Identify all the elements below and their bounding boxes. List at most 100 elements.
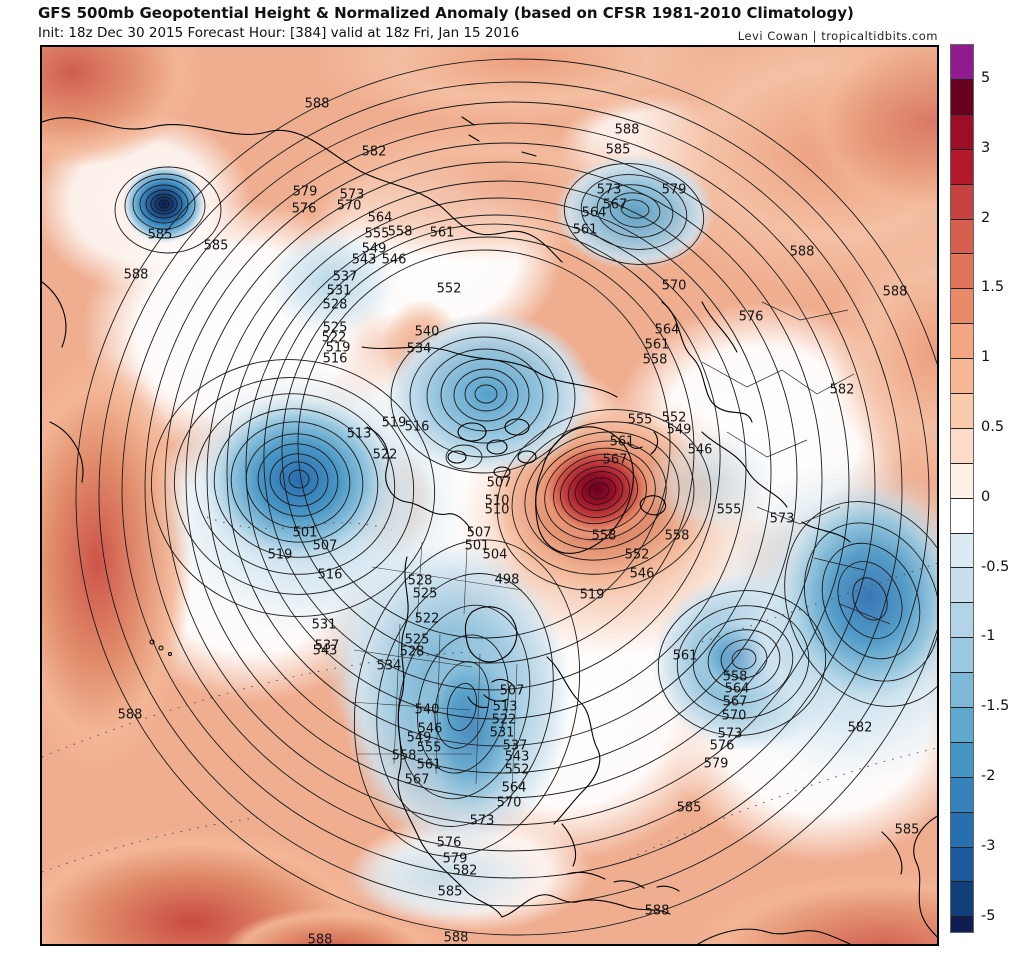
contour-label: 588 bbox=[614, 122, 640, 138]
contour-label: 567 bbox=[722, 694, 748, 710]
colorbar-segment bbox=[951, 358, 973, 394]
contour-label: 585 bbox=[894, 822, 920, 838]
coastlines-layer bbox=[42, 116, 937, 944]
contour-labels-layer: 588 582 588 585 579 573 567 564 561 588 588 570 576 5… bbox=[42, 47, 937, 946]
contour-label: 513 bbox=[346, 426, 372, 442]
contour-label: 576 bbox=[738, 309, 764, 325]
colorbar-segment bbox=[951, 45, 973, 79]
contour-label: 555 bbox=[716, 502, 742, 518]
page-title: GFS 500mb Geopotential Height & Normaliz… bbox=[38, 4, 854, 22]
contour-label: 519 bbox=[325, 340, 351, 356]
contour-label: 546 bbox=[417, 721, 443, 737]
contour-label: 522 bbox=[491, 712, 517, 728]
contour-label: 531 bbox=[326, 283, 352, 299]
contour-label: 519 bbox=[579, 587, 605, 603]
anomaly-shading-layer bbox=[42, 47, 937, 944]
contour-label: 546 bbox=[381, 252, 407, 268]
colorbar-segment bbox=[951, 811, 973, 847]
forecast-info: Init: 18z Dec 30 2015 Forecast Hour: [38… bbox=[38, 25, 520, 41]
contour-label: 531 bbox=[489, 725, 515, 741]
contour-label: 585 bbox=[203, 238, 229, 254]
contour-label: 585 bbox=[437, 884, 463, 900]
contour-label: 507 bbox=[312, 538, 338, 554]
colorbar-segment bbox=[951, 183, 973, 219]
contour-label: 585 bbox=[147, 227, 173, 243]
contour-label: 588 bbox=[117, 707, 143, 723]
contour-label: 576 bbox=[709, 738, 735, 754]
contour-label: 570 bbox=[496, 795, 522, 811]
colorbar-segment bbox=[951, 532, 973, 568]
colorbar-tick: -1.5 bbox=[981, 698, 1010, 715]
colorbar-segment bbox=[951, 79, 973, 114]
colorbar-segment bbox=[951, 672, 973, 708]
contour-label: 588 bbox=[644, 903, 670, 919]
contour-label: 552 bbox=[504, 762, 530, 778]
contour-label: 561 bbox=[429, 225, 455, 241]
contour-label: 555 bbox=[416, 740, 442, 756]
map-graphics bbox=[42, 47, 937, 944]
contour-label: 525 bbox=[412, 586, 438, 602]
contour-label: 585 bbox=[605, 142, 631, 158]
contour-label: 558 bbox=[642, 352, 668, 368]
colorbar-tick: 5 bbox=[981, 70, 991, 86]
contour-label: 558 bbox=[387, 224, 413, 240]
contour-label: 525 bbox=[404, 632, 430, 648]
contour-label: 570 bbox=[721, 708, 747, 724]
colorbar-segment bbox=[951, 218, 973, 254]
contour-label: 570 bbox=[661, 278, 687, 294]
contour-label: 573 bbox=[769, 511, 795, 527]
colorbar-segment bbox=[951, 846, 973, 882]
contour-label: 504 bbox=[482, 547, 508, 563]
contour-label: 549 bbox=[666, 422, 692, 438]
colorbar-segment bbox=[951, 776, 973, 812]
contour-label: 582 bbox=[452, 863, 478, 879]
colorbar-tick: 1.5 bbox=[981, 279, 1005, 296]
contour-label: 507 bbox=[486, 475, 512, 491]
contour-label: 540 bbox=[414, 324, 440, 340]
contours-layer bbox=[75, 58, 937, 936]
contour-label: 552 bbox=[436, 281, 462, 297]
contour-label: 579 bbox=[292, 184, 318, 200]
contour-label: 576 bbox=[436, 835, 462, 851]
contour-label: 519 bbox=[267, 547, 293, 563]
contour-label: 582 bbox=[829, 382, 855, 398]
contour-label: 510 bbox=[484, 493, 510, 509]
contour-label: 564 bbox=[501, 780, 527, 796]
contour-label: 501 bbox=[464, 538, 490, 554]
contour-label: 540 bbox=[414, 702, 440, 718]
contour-label: 528 bbox=[399, 644, 425, 660]
colorbar-tick: -2 bbox=[981, 768, 996, 784]
contour-label: 543 bbox=[351, 252, 377, 268]
contour-label: 528 bbox=[407, 573, 433, 589]
contour-label: 549 bbox=[406, 730, 432, 746]
colorbar-segment bbox=[951, 741, 973, 777]
contour-label: 588 bbox=[307, 932, 333, 946]
contour-label: 513 bbox=[492, 699, 518, 715]
contour-label: 522 bbox=[372, 447, 398, 463]
contour-label: 558 bbox=[591, 528, 617, 544]
colorbar-segment bbox=[951, 148, 973, 184]
contour-label: 555 bbox=[627, 412, 653, 428]
contour-label: 516 bbox=[322, 351, 348, 367]
contour-label: 561 bbox=[672, 648, 698, 664]
contour-label: 531 bbox=[311, 617, 337, 633]
contour-label: 555 bbox=[364, 226, 390, 242]
contour-label: 579 bbox=[661, 182, 687, 198]
colorbar-segment bbox=[951, 567, 973, 603]
colorbar-tick: 0.5 bbox=[981, 419, 1005, 435]
contour-label: 576 bbox=[291, 201, 317, 217]
colorbar-tick: -1 bbox=[981, 628, 996, 645]
colorbar bbox=[950, 44, 974, 934]
contour-label: 582 bbox=[847, 720, 873, 736]
contour-label: 573 bbox=[596, 182, 622, 198]
map-canvas: 588 582 588 585 579 573 567 564 561 588 588 570 576 5… bbox=[40, 45, 939, 946]
contour-label: 537 bbox=[502, 738, 528, 754]
colorbar-segment bbox=[951, 427, 973, 463]
contour-label: 534 bbox=[406, 341, 432, 357]
contour-label: 573 bbox=[339, 187, 365, 203]
graticule-layer bbox=[42, 516, 937, 873]
contour-label: 573 bbox=[717, 726, 743, 742]
colorbar-segment bbox=[951, 637, 973, 673]
colorbar-segment bbox=[951, 602, 973, 638]
contour-label: 516 bbox=[317, 567, 343, 583]
